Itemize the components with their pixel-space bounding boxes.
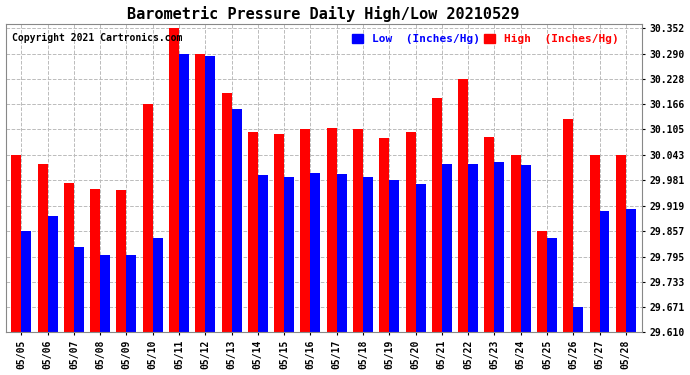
Bar [64, 183, 74, 332]
Bar [258, 176, 268, 332]
Bar [615, 155, 626, 332]
Bar [389, 180, 400, 332]
Bar [169, 28, 179, 332]
Bar [353, 129, 363, 332]
Bar [521, 165, 531, 332]
Bar [600, 211, 609, 332]
Bar [468, 164, 478, 332]
Bar [11, 155, 21, 332]
Bar [206, 56, 215, 332]
Bar [415, 184, 426, 332]
Bar [406, 132, 415, 332]
Bar [48, 216, 57, 332]
Bar [337, 174, 346, 332]
Bar [511, 155, 521, 332]
Bar [494, 162, 504, 332]
Bar [100, 255, 110, 332]
Bar [442, 164, 452, 332]
Bar [38, 164, 48, 332]
Bar [248, 132, 258, 332]
Bar [300, 129, 310, 332]
Bar [589, 155, 600, 332]
Bar [152, 238, 163, 332]
Bar [380, 138, 389, 332]
Bar [195, 54, 206, 332]
Bar [74, 247, 84, 332]
Bar [221, 93, 232, 332]
Bar [274, 134, 284, 332]
Legend: Low  (Inches/Hg), High  (Inches/Hg): Low (Inches/Hg), High (Inches/Hg) [347, 30, 623, 49]
Bar [432, 98, 442, 332]
Bar [143, 105, 152, 332]
Bar [626, 209, 635, 332]
Bar [284, 177, 294, 332]
Bar [126, 255, 137, 332]
Bar [563, 119, 573, 332]
Bar [179, 54, 189, 332]
Bar [21, 231, 31, 332]
Bar [90, 189, 100, 332]
Bar [363, 177, 373, 332]
Bar [232, 109, 241, 332]
Bar [547, 238, 557, 332]
Bar [458, 79, 468, 332]
Bar [484, 137, 494, 332]
Bar [537, 231, 547, 332]
Title: Barometric Pressure Daily High/Low 20210529: Barometric Pressure Daily High/Low 20210… [128, 6, 520, 21]
Bar [117, 190, 126, 332]
Bar [573, 308, 583, 332]
Text: Copyright 2021 Cartronics.com: Copyright 2021 Cartronics.com [12, 33, 182, 44]
Bar [326, 128, 337, 332]
Bar [310, 173, 320, 332]
